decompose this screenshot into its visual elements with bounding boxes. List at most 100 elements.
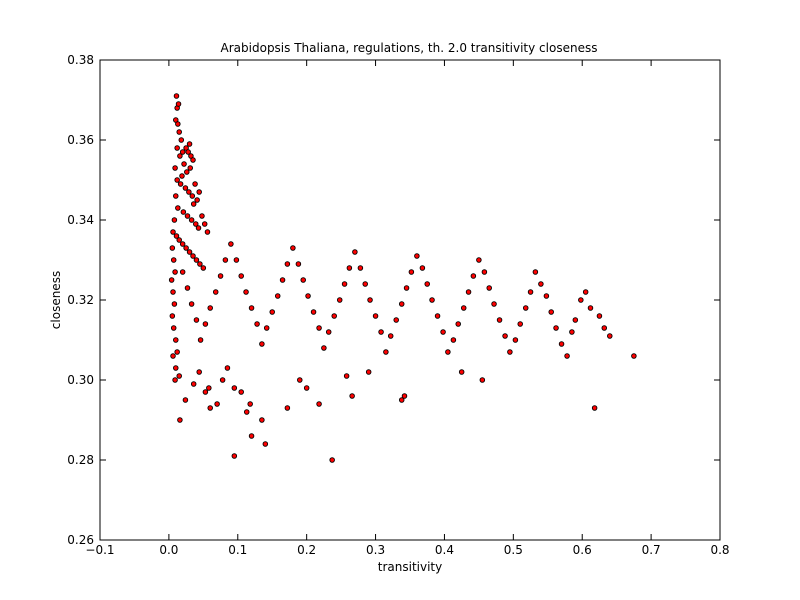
data-point xyxy=(186,249,193,255)
data-point xyxy=(290,245,296,251)
chart-title: Arabidopsis Thaliana, regulations, th. 2… xyxy=(221,41,598,55)
x-tick-label: 0.3 xyxy=(366,543,385,557)
data-point xyxy=(470,273,477,279)
data-point xyxy=(188,217,195,223)
data-point xyxy=(186,141,193,147)
data-point xyxy=(465,289,472,295)
data-point xyxy=(429,297,435,303)
data-point xyxy=(231,385,238,391)
data-point xyxy=(170,257,177,263)
data-point xyxy=(582,289,589,295)
data-point xyxy=(398,301,405,307)
data-point xyxy=(190,201,197,207)
data-point xyxy=(321,345,327,351)
data-point xyxy=(572,317,579,323)
data-point xyxy=(450,337,457,343)
data-point xyxy=(190,157,196,163)
data-point xyxy=(190,381,197,387)
data-point xyxy=(517,321,523,327)
data-point xyxy=(587,305,594,311)
x-tick-label: 0.4 xyxy=(435,543,454,557)
data-point xyxy=(527,289,534,295)
data-point xyxy=(170,353,176,359)
data-point xyxy=(259,417,265,423)
data-point xyxy=(343,373,350,379)
data-point xyxy=(424,281,430,287)
data-point xyxy=(274,293,281,299)
data-point xyxy=(170,325,177,331)
data-point xyxy=(197,337,204,343)
data-point xyxy=(591,405,598,411)
data-point xyxy=(543,293,550,299)
data-point xyxy=(378,329,384,335)
data-point xyxy=(349,393,355,399)
data-point xyxy=(173,93,180,99)
data-point xyxy=(532,269,539,275)
data-point xyxy=(171,301,178,307)
data-point xyxy=(173,337,179,343)
data-point xyxy=(414,253,420,259)
y-tick-label: 0.28 xyxy=(67,453,94,467)
data-point xyxy=(204,229,211,235)
data-point xyxy=(310,309,317,315)
x-tick-label: 0.2 xyxy=(297,543,316,557)
data-point xyxy=(325,329,332,335)
data-point xyxy=(173,365,179,371)
data-point xyxy=(254,321,260,327)
data-point xyxy=(200,265,207,271)
data-point xyxy=(263,325,270,331)
data-point xyxy=(486,285,492,291)
data-point xyxy=(176,373,182,379)
data-point xyxy=(316,401,322,407)
y-tick-label: 0.34 xyxy=(67,213,94,227)
data-point xyxy=(596,313,603,319)
data-point xyxy=(445,349,451,355)
data-point xyxy=(217,273,224,279)
data-point xyxy=(173,193,179,199)
data-point xyxy=(195,225,202,231)
data-point xyxy=(184,213,191,219)
data-point xyxy=(201,221,208,227)
data-point xyxy=(262,441,269,447)
data-point xyxy=(460,305,467,311)
data-point xyxy=(387,333,394,339)
data-point xyxy=(196,189,202,195)
data-point xyxy=(476,257,482,263)
data-point xyxy=(175,121,181,127)
data-point xyxy=(190,253,196,259)
x-tick-label: 0.7 xyxy=(642,543,661,557)
data-point xyxy=(172,377,178,383)
data-point xyxy=(214,401,220,407)
data-point xyxy=(512,337,519,343)
data-point xyxy=(176,237,182,243)
x-tick-label: −0.1 xyxy=(85,543,114,557)
data-point xyxy=(193,257,200,263)
plot-area xyxy=(99,59,721,541)
data-point xyxy=(440,329,446,335)
data-point xyxy=(259,341,265,347)
data-point xyxy=(172,165,178,171)
x-axis: −0.1 0.0 0.1 0.2 0.3 0.4 0.5 0.6 0.7 0.8 xyxy=(85,60,730,557)
data-point xyxy=(316,325,322,331)
y-tick-label: 0.26 xyxy=(67,533,94,547)
data-point xyxy=(401,393,408,399)
data-point xyxy=(362,281,368,287)
data-point xyxy=(548,309,554,315)
data-point xyxy=(192,181,198,187)
data-point xyxy=(202,321,209,327)
data-point xyxy=(169,313,176,319)
data-point xyxy=(175,101,182,107)
data-point xyxy=(178,137,185,143)
data-point xyxy=(175,205,181,211)
data-point xyxy=(458,369,465,375)
data-point xyxy=(187,165,193,171)
data-point xyxy=(202,389,209,395)
data-point xyxy=(188,301,195,307)
data-point xyxy=(185,149,191,155)
data-point xyxy=(196,369,202,375)
data-point xyxy=(247,401,253,407)
data-point xyxy=(329,457,335,463)
data-point xyxy=(193,317,200,323)
data-point xyxy=(189,193,196,199)
